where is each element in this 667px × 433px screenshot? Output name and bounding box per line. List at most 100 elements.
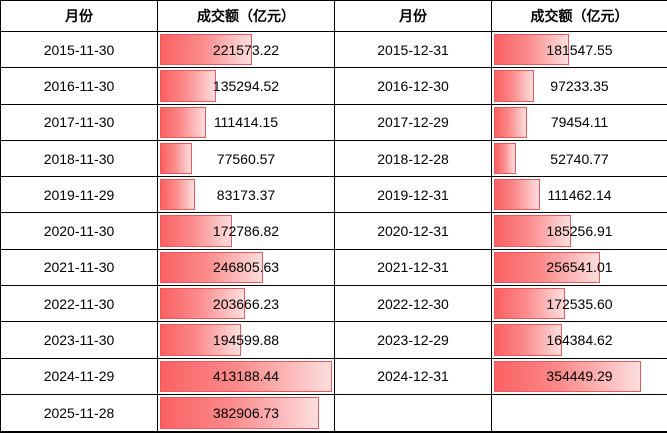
- month-label: 2021-11-30: [43, 259, 115, 276]
- table-row: 2018-11-30 77560.57 2018-12-28 52740.77: [0, 139, 667, 178]
- turnover-data-bar: [160, 179, 195, 211]
- month-label: 2025-11-28: [43, 404, 115, 421]
- turnover-value: 382906.73: [212, 404, 280, 421]
- turnover-value: 185256.91: [546, 223, 613, 240]
- turnover-cell-right[interactable]: 97233.35: [491, 67, 667, 105]
- turnover-data-bar: [160, 142, 193, 175]
- turnover-value: 77560.57: [216, 150, 276, 167]
- month-cell-right[interactable]: 2019-12-31: [334, 176, 492, 214]
- table-row: 2021-11-30 246805.63 2021-12-31 256541.01: [0, 248, 667, 287]
- month-label: 2020-12-31: [377, 223, 449, 240]
- month-cell-left[interactable]: 2016-11-30: [0, 67, 158, 105]
- turnover-data-bar: [494, 70, 535, 102]
- month-cell-right[interactable]: 2023-12-29: [334, 321, 492, 359]
- month-cell-right[interactable]: 2018-12-28: [334, 139, 492, 178]
- turnover-cell-right[interactable]: 52740.77: [491, 139, 667, 178]
- turnover-cell-right[interactable]: 164384.62: [491, 321, 667, 359]
- turnover-cell-right[interactable]: 172535.60: [491, 285, 667, 323]
- month-label: 2015-12-31: [377, 41, 449, 58]
- turnover-value: 203666.23: [212, 295, 280, 312]
- turnover-value: 246805.63: [212, 259, 280, 276]
- turnover-data-bar: [160, 251, 263, 284]
- month-cell-left[interactable]: 2019-11-29: [0, 176, 158, 214]
- turnover-value: 111462.14: [547, 186, 612, 203]
- month-cell-right[interactable]: [334, 393, 492, 433]
- table-row: 2020-11-30 172786.82 2020-12-31 185256.91: [0, 212, 667, 250]
- table-row: 2016-11-30 135294.52 2016-12-30 97233.35: [0, 67, 667, 105]
- turnover-value: 79454.11: [550, 114, 609, 131]
- turnover-cell-left[interactable]: 111414.15: [157, 103, 335, 141]
- turnover-cell-left[interactable]: 246805.63: [157, 248, 335, 287]
- turnover-cell-left[interactable]: 221573.22: [157, 30, 335, 69]
- table-row: 2022-11-30 203666.23 2022-12-30 172535.60: [0, 285, 667, 323]
- month-cell-left[interactable]: 2017-11-30: [0, 103, 158, 141]
- month-label: 2022-11-30: [43, 295, 115, 312]
- month-label: 2018-11-30: [43, 150, 115, 167]
- turnover-data-bar: [494, 34, 570, 66]
- month-label: 2017-12-29: [377, 114, 449, 131]
- month-cell-right[interactable]: 2021-12-31: [334, 248, 492, 287]
- turnover-data-bar: [160, 360, 332, 392]
- month-cell-left[interactable]: 2021-11-30: [0, 248, 158, 287]
- header-turnover-left[interactable]: 成交额（亿元）: [157, 0, 335, 32]
- turnover-cell-left[interactable]: 203666.23: [157, 285, 335, 323]
- month-label: 2015-11-30: [43, 41, 115, 58]
- table-row: 2023-11-30 194599.88 2023-12-29 164384.62: [0, 321, 667, 359]
- month-cell-left[interactable]: 2025-11-28: [0, 393, 158, 433]
- turnover-data-bar: [494, 360, 641, 392]
- month-label: 2017-11-30: [43, 114, 115, 131]
- turnover-cell-right[interactable]: 354449.29: [491, 357, 667, 395]
- turnover-cell-right[interactable]: 111462.14: [491, 176, 667, 214]
- turnover-data-bar: [494, 324, 563, 356]
- month-label: 2023-12-29: [377, 332, 449, 349]
- turnover-cell-left[interactable]: 382906.73: [157, 393, 335, 433]
- month-cell-left[interactable]: 2015-11-30: [0, 30, 158, 69]
- turnover-value: 111414.15: [213, 114, 279, 131]
- turnover-cell-left[interactable]: 413188.44: [157, 357, 335, 395]
- month-cell-right[interactable]: 2020-12-31: [334, 212, 492, 250]
- month-cell-left[interactable]: 2022-11-30: [0, 285, 158, 323]
- turnover-cell-right[interactable]: 79454.11: [491, 103, 667, 141]
- month-cell-right[interactable]: 2016-12-30: [334, 67, 492, 105]
- month-label: 2023-11-30: [43, 332, 115, 349]
- turnover-value: 413188.44: [212, 368, 280, 385]
- turnover-data-bar: [494, 251, 601, 284]
- turnover-data-bar: [160, 288, 245, 320]
- turnover-cell-left[interactable]: 172786.82: [157, 212, 335, 250]
- turnover-cell-left[interactable]: 83173.37: [157, 176, 335, 214]
- month-cell-left[interactable]: 2023-11-30: [0, 321, 158, 359]
- turnover-cell-right[interactable]: [491, 393, 667, 433]
- turnover-cell-left[interactable]: 194599.88: [157, 321, 335, 359]
- turnover-data-bar: [494, 106, 527, 138]
- month-cell-right[interactable]: 2017-12-29: [334, 103, 492, 141]
- month-cell-right[interactable]: 2015-12-31: [334, 30, 492, 69]
- turnover-cell-left[interactable]: 135294.52: [157, 67, 335, 105]
- month-cell-left[interactable]: 2020-11-30: [0, 212, 158, 250]
- turnover-value: 221573.22: [212, 41, 280, 58]
- month-cell-left[interactable]: 2018-11-30: [0, 139, 158, 178]
- month-label: 2021-12-31: [377, 259, 449, 276]
- month-label: 2020-11-30: [43, 223, 115, 240]
- month-label: 2022-12-30: [377, 295, 449, 312]
- header-month-right[interactable]: 月份: [334, 0, 492, 32]
- turnover-value: 172786.82: [212, 223, 280, 240]
- header-turnover-right[interactable]: 成交额（亿元）: [491, 0, 667, 32]
- month-cell-left[interactable]: 2024-11-29: [0, 357, 158, 395]
- turnover-cell-right[interactable]: 256541.01: [491, 248, 667, 287]
- header-row: 月份 成交额（亿元） 月份 成交额（亿元）: [0, 0, 667, 32]
- turnover-cell-left[interactable]: 77560.57: [157, 139, 335, 178]
- month-cell-right[interactable]: 2024-12-31: [334, 357, 492, 395]
- turnover-data-bar: [494, 142, 516, 175]
- turnover-cell-right[interactable]: 181547.55: [491, 30, 667, 69]
- turnover-cell-right[interactable]: 185256.91: [491, 212, 667, 250]
- header-month-left[interactable]: 月份: [0, 0, 158, 32]
- turnover-value: 52740.77: [550, 150, 609, 167]
- month-label: 2018-12-28: [377, 150, 449, 167]
- month-label: 2024-11-29: [43, 368, 115, 385]
- month-cell-right[interactable]: 2022-12-30: [334, 285, 492, 323]
- turnover-data-bar: [494, 179, 541, 211]
- turnover-data-bar: [160, 34, 253, 66]
- turnover-data-bar: [160, 324, 241, 356]
- table-row: 2025-11-28 382906.73: [0, 393, 667, 433]
- table-row: 2019-11-29 83173.37 2019-12-31 111462.14: [0, 176, 667, 214]
